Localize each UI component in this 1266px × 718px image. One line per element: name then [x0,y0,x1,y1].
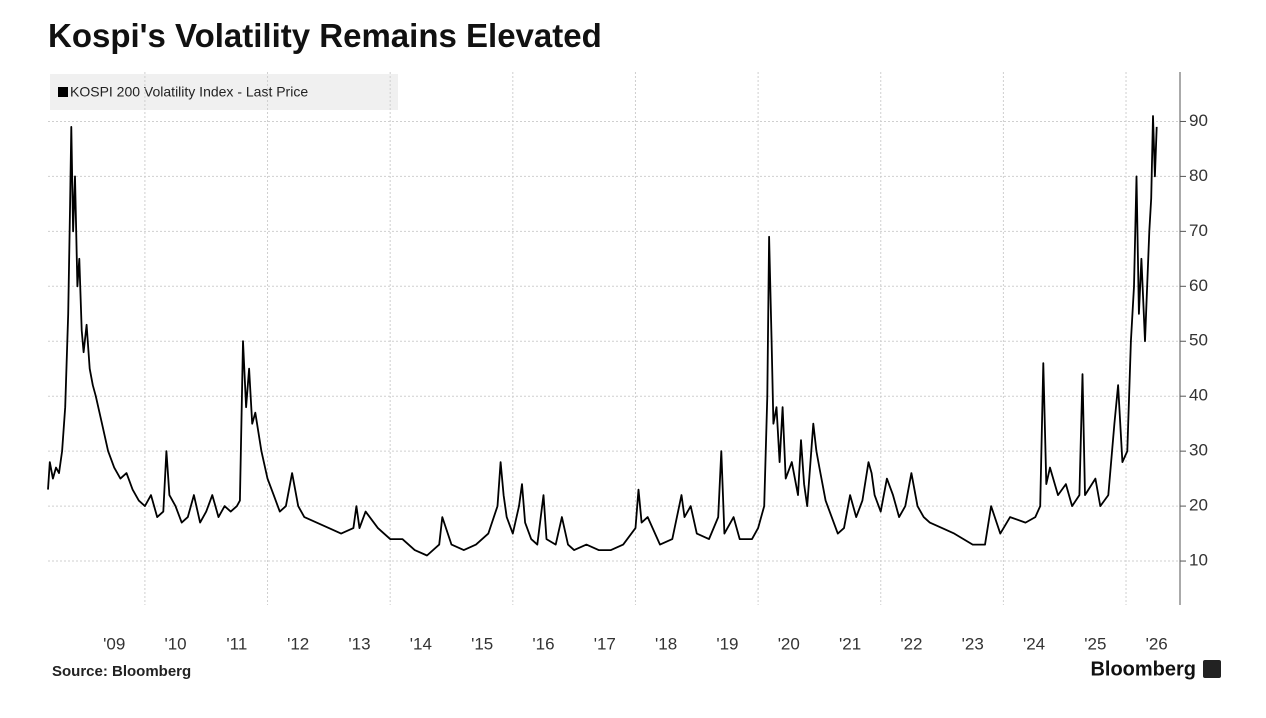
x-tick-label: '23 [962,634,984,653]
x-tick-label: '19 [716,634,738,653]
y-tick-label: 70 [1189,221,1208,240]
legend-box [50,74,398,110]
x-tick-label: '09 [103,634,125,653]
brand-icon [1203,660,1221,678]
x-tick-label: '20 [778,634,800,653]
y-tick-label: 60 [1189,276,1208,295]
x-tick-label: '24 [1023,634,1045,653]
x-tick-label: '10 [164,634,186,653]
x-tick-label: '11 [226,634,247,653]
x-tick-label: '14 [410,634,432,653]
x-tick-label: '12 [287,634,309,653]
brand: Bloomberg [1090,658,1196,680]
x-tick-label: '17 [594,634,616,653]
x-tick-label: '18 [655,634,677,653]
y-tick-label: 40 [1189,386,1208,405]
x-tick-label: '16 [532,634,554,653]
chart-title: Kospi's Volatility Remains Elevated [48,17,602,54]
x-tick-label: '21 [839,634,861,653]
source: Source: Bloomberg [52,663,191,680]
legend-swatch [58,87,68,97]
y-tick-label: 50 [1189,331,1208,350]
y-tick-label: 80 [1189,166,1208,185]
x-tick-label: '13 [348,634,370,653]
x-tick-label: '26 [1146,634,1168,653]
x-tick-label: '22 [900,634,922,653]
y-tick-label: 10 [1189,551,1208,570]
y-tick-label: 30 [1189,441,1208,460]
y-tick-label: 20 [1189,496,1208,515]
grid [48,72,1180,605]
x-tick-label: '15 [471,634,493,653]
series-line [47,115,1158,557]
x-tick-label: '25 [1084,634,1106,653]
legend-label: KOSPI 200 Volatility Index - Last Price [70,84,308,100]
y-tick-label: 90 [1189,111,1208,130]
